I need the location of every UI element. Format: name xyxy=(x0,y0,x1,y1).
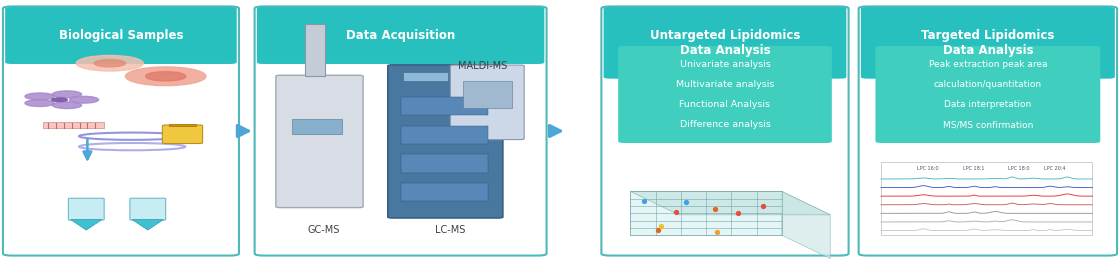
Text: Peak extraction peak area: Peak extraction peak area xyxy=(928,60,1047,69)
Polygon shape xyxy=(132,220,164,230)
Text: Targeted Lipidomics
Data Analysis: Targeted Lipidomics Data Analysis xyxy=(921,29,1055,57)
FancyBboxPatch shape xyxy=(3,7,239,255)
Text: calculation/quantitation: calculation/quantitation xyxy=(934,80,1042,89)
FancyBboxPatch shape xyxy=(604,7,847,79)
Bar xyxy=(401,126,488,144)
Bar xyxy=(12,38,230,62)
FancyBboxPatch shape xyxy=(256,7,544,64)
Circle shape xyxy=(146,72,186,81)
Bar xyxy=(169,124,196,126)
Text: LPC 16:0: LPC 16:0 xyxy=(917,166,939,171)
Bar xyxy=(463,81,512,107)
FancyBboxPatch shape xyxy=(618,46,832,143)
Text: LPC 18:0: LPC 18:0 xyxy=(1008,166,1029,171)
Polygon shape xyxy=(71,220,102,230)
Bar xyxy=(868,46,1108,77)
Text: Multivariate analysis: Multivariate analysis xyxy=(675,80,774,89)
Text: Data Acquisition: Data Acquisition xyxy=(346,29,455,42)
Circle shape xyxy=(94,59,125,67)
Text: LC-MS: LC-MS xyxy=(435,225,465,235)
Bar xyxy=(401,183,488,201)
Text: LPC 20:4: LPC 20:4 xyxy=(1044,166,1065,171)
FancyBboxPatch shape xyxy=(254,7,547,255)
Circle shape xyxy=(53,91,82,98)
Text: MS/MS confirmation: MS/MS confirmation xyxy=(943,120,1033,129)
Bar xyxy=(43,122,104,128)
Bar xyxy=(291,119,342,134)
Circle shape xyxy=(53,102,82,108)
Bar xyxy=(401,97,488,115)
Text: Difference analysis: Difference analysis xyxy=(680,120,771,129)
Text: GC-MS: GC-MS xyxy=(308,225,340,235)
Bar xyxy=(401,155,488,173)
FancyBboxPatch shape xyxy=(162,125,203,144)
FancyBboxPatch shape xyxy=(276,75,363,208)
FancyBboxPatch shape xyxy=(601,7,849,255)
Circle shape xyxy=(69,96,99,103)
Polygon shape xyxy=(631,192,830,215)
Circle shape xyxy=(76,56,143,71)
Text: MALDI-MS: MALDI-MS xyxy=(458,61,507,71)
Text: Univariate analysis: Univariate analysis xyxy=(680,60,771,69)
Bar xyxy=(403,72,448,81)
FancyBboxPatch shape xyxy=(68,198,104,220)
Text: Untargeted Lipidomics
Data Analysis: Untargeted Lipidomics Data Analysis xyxy=(650,29,800,57)
FancyBboxPatch shape xyxy=(6,7,236,64)
Polygon shape xyxy=(782,192,830,259)
Text: LPC 18:1: LPC 18:1 xyxy=(963,166,984,171)
Bar xyxy=(881,162,1092,235)
Text: Biological Samples: Biological Samples xyxy=(58,29,184,42)
Polygon shape xyxy=(631,192,782,235)
Text: Functional Analysis: Functional Analysis xyxy=(680,100,771,109)
FancyBboxPatch shape xyxy=(876,46,1100,143)
FancyBboxPatch shape xyxy=(861,7,1114,79)
Circle shape xyxy=(25,93,54,100)
FancyBboxPatch shape xyxy=(388,65,503,218)
FancyBboxPatch shape xyxy=(450,65,524,140)
FancyBboxPatch shape xyxy=(859,7,1117,255)
Bar xyxy=(305,24,325,76)
Bar xyxy=(263,38,538,62)
Circle shape xyxy=(52,98,67,102)
Circle shape xyxy=(25,100,54,106)
Text: Data interpretation: Data interpretation xyxy=(944,100,1032,109)
Bar xyxy=(610,46,840,77)
FancyBboxPatch shape xyxy=(130,198,166,220)
Circle shape xyxy=(125,67,206,86)
